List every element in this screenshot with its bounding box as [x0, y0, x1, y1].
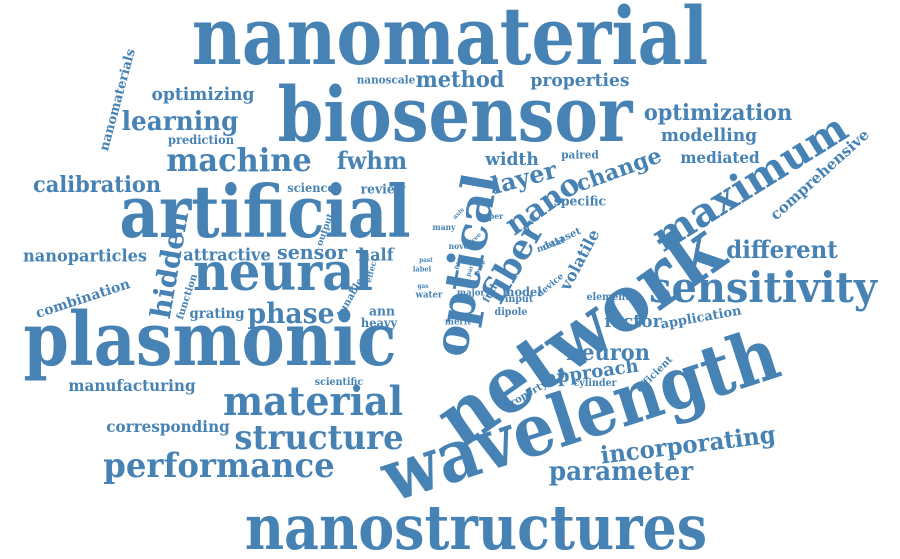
word-mediated: mediated [680, 148, 760, 167]
word-element: element [586, 292, 630, 303]
word-neuron: neuron [566, 340, 650, 366]
word-parameter: parameter [548, 457, 694, 487]
word-prediction: prediction [168, 133, 234, 147]
word-cylinder: cylinder [573, 378, 617, 389]
word-method: method [415, 67, 505, 93]
word-width: width [485, 149, 539, 170]
word-learning: learning [121, 107, 239, 137]
word-factor: factor [604, 311, 662, 332]
word-material: material [222, 378, 404, 425]
word-nanoscale: nanoscale [356, 73, 416, 87]
word-fwhm: fwhm [336, 146, 408, 175]
word-model: model [502, 285, 542, 299]
word-biosensor: biosensor [277, 70, 633, 159]
word-optimization: optimization [643, 100, 793, 126]
word-past: past [419, 257, 433, 264]
word-novel: novel [448, 241, 472, 251]
word-sensor: sensor [277, 240, 347, 264]
word-water: water [415, 290, 443, 301]
word-label: label [412, 264, 432, 274]
word-nanoparticles: nanoparticles [23, 246, 147, 267]
word-heavy: heavy [360, 316, 398, 330]
word-dipole: dipole [494, 307, 528, 318]
word-many: many [432, 222, 456, 232]
word-scientific: scientific [314, 377, 364, 388]
word-plasmonic: plasmonic [23, 297, 397, 383]
word-properties: properties [530, 70, 630, 91]
word-nanomaterial: nanomaterial [191, 0, 709, 83]
word-calibration: calibration [32, 172, 162, 198]
word-performance: performance [103, 446, 335, 486]
word-gas: gas [417, 283, 429, 290]
word-major: major [457, 288, 485, 299]
word-input: input [504, 294, 534, 305]
word-neural: neural [192, 242, 374, 303]
word-corresponding: corresponding [106, 417, 230, 436]
word-paper: paper [478, 211, 504, 221]
word-phase: phase [247, 297, 335, 330]
word-machine: machine [166, 141, 312, 179]
word-half: half [358, 245, 394, 266]
word-structure: structure [234, 418, 404, 458]
word-grating: grating [189, 306, 245, 322]
word-science: science [287, 181, 335, 195]
word-specific: specific [553, 194, 607, 210]
word-merit: merit [444, 317, 472, 328]
word-modelling: modelling [660, 125, 758, 146]
word-ann: ann [369, 304, 395, 320]
word-different: different [726, 235, 838, 264]
word-artificial: artificial [119, 169, 411, 254]
word-sensitivity: sensitivity [648, 263, 878, 312]
word-manufacturing: manufacturing [68, 376, 196, 395]
word-nanostructures: nanostructures [244, 491, 708, 559]
word-attractive: attractive [183, 245, 271, 266]
word-paired: paired [561, 148, 599, 162]
word-optimizing: optimizing [151, 84, 255, 105]
word-review: review [360, 182, 406, 198]
